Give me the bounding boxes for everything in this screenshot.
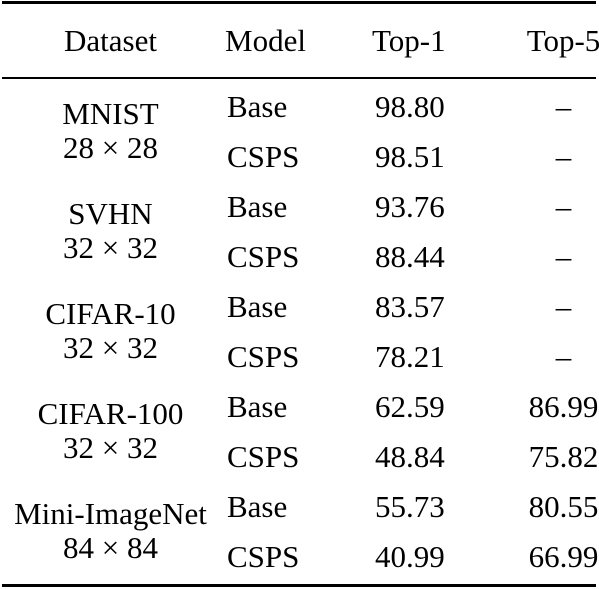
- dataset-cell: CIFAR-10 32 × 32: [2, 281, 219, 381]
- table-row: CSPS 48.84 75.82: [2, 431, 599, 481]
- table-row: CSPS 98.51 –: [2, 131, 599, 181]
- table-row: SVHN 32 × 32 Base 93.76 –: [2, 181, 599, 265]
- top5-cell: –: [555, 238, 572, 274]
- dataset-cell: CIFAR-100 32 × 32: [2, 381, 219, 481]
- header-row: Dataset Model Top-1 Top-5: [2, 4, 599, 78]
- table-row: CIFAR-10 32 × 32 Base 83.57 –: [2, 281, 599, 365]
- dataset-name: CIFAR-10: [45, 295, 176, 331]
- table-row: CSPS 88.44 –: [2, 231, 599, 281]
- table-header: Dataset Model Top-1 Top-5: [2, 4, 599, 78]
- top5-cell: 75.82: [528, 438, 599, 474]
- top5-cell: –: [555, 188, 572, 224]
- header-dataset: Dataset: [64, 23, 157, 58]
- top1-cell: 48.84: [375, 438, 445, 474]
- table-row: Mini-ImageNet 84 × 84 Base 55.73 80.55: [2, 481, 599, 565]
- top1-cell: 40.99: [375, 538, 445, 574]
- model-cell: CSPS: [227, 238, 300, 274]
- dataset-cell: SVHN 32 × 32: [2, 181, 219, 281]
- top5-cell: –: [555, 288, 572, 324]
- header-model: Model: [225, 23, 306, 58]
- model-cell: Base: [227, 388, 288, 424]
- dataset-resolution: 32 × 32: [63, 430, 158, 465]
- model-cell: Base: [227, 88, 288, 124]
- top5-cell: –: [555, 88, 572, 124]
- model-cell: CSPS: [227, 338, 300, 374]
- table-row: CSPS 40.99 66.99: [2, 531, 599, 581]
- dataset-name: MNIST: [62, 95, 159, 131]
- top1-cell: 98.51: [375, 138, 445, 174]
- top5-cell: 66.99: [528, 538, 599, 574]
- top1-cell: 78.21: [375, 338, 445, 374]
- top5-cell: –: [555, 138, 572, 174]
- top1-cell: 62.59: [375, 388, 445, 424]
- top5-cell: –: [555, 338, 572, 374]
- header-top1: Top-1: [372, 23, 446, 58]
- top1-cell: 98.80: [375, 88, 445, 124]
- top1-cell: 83.57: [375, 288, 445, 324]
- model-cell: CSPS: [227, 538, 300, 574]
- dataset-resolution: 32 × 32: [63, 330, 158, 365]
- dataset-resolution: 84 × 84: [63, 530, 158, 565]
- model-cell: Base: [227, 488, 288, 524]
- header-rule: [2, 77, 596, 79]
- top-rule: [2, 1, 596, 4]
- dataset-name: CIFAR-100: [37, 395, 184, 431]
- dataset-name: SVHN: [68, 195, 153, 231]
- dataset-cell: MNIST 28 × 28: [2, 78, 219, 181]
- results-table: Dataset Model Top-1 Top-5 MNIST 28 × 28 …: [2, 4, 599, 581]
- dataset-resolution: 32 × 32: [63, 230, 158, 265]
- bottom-rule: [2, 584, 596, 587]
- dataset-cell: Mini-ImageNet 84 × 84: [2, 481, 219, 581]
- model-cell: Base: [227, 188, 288, 224]
- model-cell: CSPS: [227, 438, 300, 474]
- header-top5: Top-5: [526, 23, 599, 58]
- model-cell: Base: [227, 288, 288, 324]
- dataset-name: Mini-ImageNet: [14, 495, 207, 531]
- table-row: CSPS 78.21 –: [2, 331, 599, 381]
- model-cell: CSPS: [227, 138, 300, 174]
- table-body: MNIST 28 × 28 Base 98.80 – CSPS 98.51 – …: [2, 78, 599, 581]
- table-row: MNIST 28 × 28 Base 98.80 –: [2, 78, 599, 165]
- top1-cell: 88.44: [375, 238, 445, 274]
- dataset-resolution: 28 × 28: [63, 130, 158, 165]
- top1-cell: 93.76: [375, 188, 445, 224]
- top1-cell: 55.73: [375, 488, 445, 524]
- top5-cell: 86.99: [528, 388, 599, 424]
- table-row: CIFAR-100 32 × 32 Base 62.59 86.99: [2, 381, 599, 465]
- top5-cell: 80.55: [528, 488, 599, 524]
